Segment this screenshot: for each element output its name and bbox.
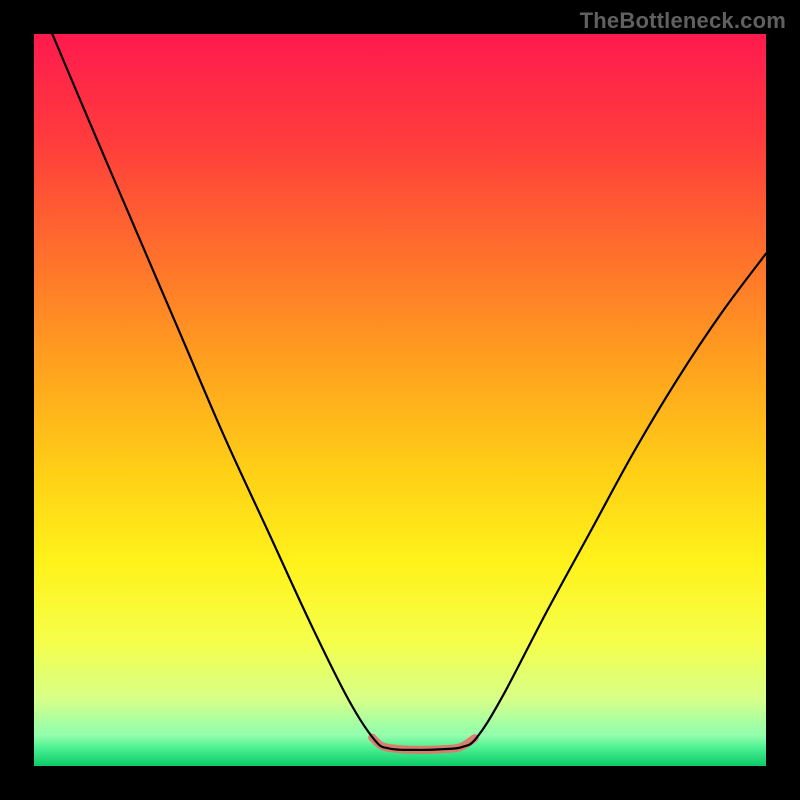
curve-layer <box>34 34 766 766</box>
watermark-text: TheBottleneck.com <box>580 8 786 34</box>
bottleneck-curve <box>52 34 766 750</box>
plot-area <box>34 34 766 766</box>
